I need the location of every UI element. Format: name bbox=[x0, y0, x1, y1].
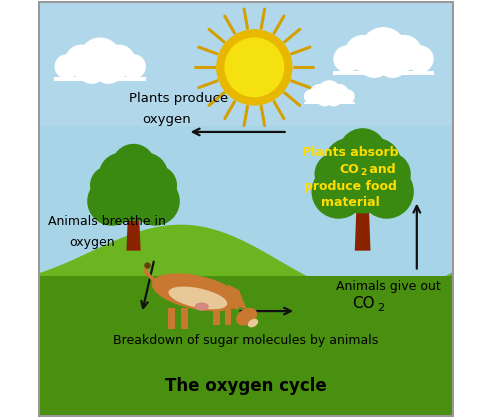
Circle shape bbox=[225, 38, 283, 97]
Polygon shape bbox=[38, 1, 454, 284]
Circle shape bbox=[376, 44, 409, 77]
Circle shape bbox=[316, 89, 333, 106]
Circle shape bbox=[407, 46, 433, 72]
Text: The oxygen cycle: The oxygen cycle bbox=[165, 377, 327, 395]
Text: CO: CO bbox=[340, 163, 360, 176]
Circle shape bbox=[350, 138, 401, 189]
Polygon shape bbox=[38, 224, 454, 417]
Ellipse shape bbox=[152, 273, 240, 311]
Circle shape bbox=[358, 44, 391, 77]
Polygon shape bbox=[54, 77, 146, 81]
Polygon shape bbox=[333, 71, 434, 74]
Circle shape bbox=[77, 53, 107, 83]
Circle shape bbox=[338, 128, 387, 176]
Circle shape bbox=[341, 90, 354, 103]
Ellipse shape bbox=[232, 303, 239, 310]
Text: 2: 2 bbox=[377, 303, 384, 313]
Polygon shape bbox=[38, 275, 454, 417]
Circle shape bbox=[305, 90, 317, 103]
Ellipse shape bbox=[194, 303, 209, 311]
Ellipse shape bbox=[168, 287, 227, 309]
Circle shape bbox=[331, 85, 348, 102]
Circle shape bbox=[79, 38, 121, 80]
Text: Breakdown of sugar molecules by animals: Breakdown of sugar molecules by animals bbox=[113, 334, 379, 347]
Circle shape bbox=[318, 81, 341, 104]
Circle shape bbox=[217, 30, 292, 105]
Polygon shape bbox=[182, 308, 188, 329]
Circle shape bbox=[324, 138, 375, 189]
Text: material: material bbox=[321, 196, 379, 209]
Circle shape bbox=[112, 144, 155, 187]
Text: oxygen: oxygen bbox=[142, 113, 190, 126]
Text: Animals breathe in: Animals breathe in bbox=[48, 215, 166, 228]
Circle shape bbox=[90, 166, 129, 205]
Polygon shape bbox=[168, 308, 175, 329]
Circle shape bbox=[103, 45, 135, 77]
Circle shape bbox=[328, 143, 398, 214]
Polygon shape bbox=[304, 102, 355, 104]
Text: Plants produce: Plants produce bbox=[129, 92, 229, 105]
Circle shape bbox=[345, 36, 380, 70]
Circle shape bbox=[93, 53, 123, 83]
Circle shape bbox=[326, 89, 342, 106]
Circle shape bbox=[102, 158, 165, 221]
Polygon shape bbox=[38, 1, 454, 126]
Circle shape bbox=[334, 46, 360, 72]
Circle shape bbox=[361, 28, 406, 74]
Text: CO: CO bbox=[352, 296, 375, 311]
Text: Animals give out: Animals give out bbox=[336, 280, 440, 293]
Circle shape bbox=[310, 85, 328, 102]
Polygon shape bbox=[126, 217, 141, 251]
Polygon shape bbox=[213, 306, 220, 324]
Circle shape bbox=[387, 36, 422, 70]
Polygon shape bbox=[355, 209, 370, 251]
Circle shape bbox=[314, 152, 358, 196]
Polygon shape bbox=[228, 284, 246, 309]
Text: Plants absorb: Plants absorb bbox=[302, 146, 399, 159]
Circle shape bbox=[122, 55, 145, 78]
Text: 2: 2 bbox=[361, 168, 367, 177]
Text: and: and bbox=[365, 163, 396, 176]
Ellipse shape bbox=[248, 319, 258, 327]
Text: produce food: produce food bbox=[304, 180, 397, 193]
Circle shape bbox=[137, 166, 177, 205]
Text: oxygen: oxygen bbox=[69, 236, 115, 249]
Circle shape bbox=[55, 55, 79, 78]
Circle shape bbox=[360, 165, 414, 219]
Ellipse shape bbox=[236, 308, 257, 326]
Circle shape bbox=[65, 45, 97, 77]
Circle shape bbox=[99, 153, 145, 199]
Circle shape bbox=[367, 152, 411, 196]
Circle shape bbox=[123, 153, 168, 199]
Circle shape bbox=[131, 177, 180, 226]
Circle shape bbox=[311, 165, 366, 219]
Circle shape bbox=[87, 177, 136, 226]
Polygon shape bbox=[224, 306, 231, 324]
